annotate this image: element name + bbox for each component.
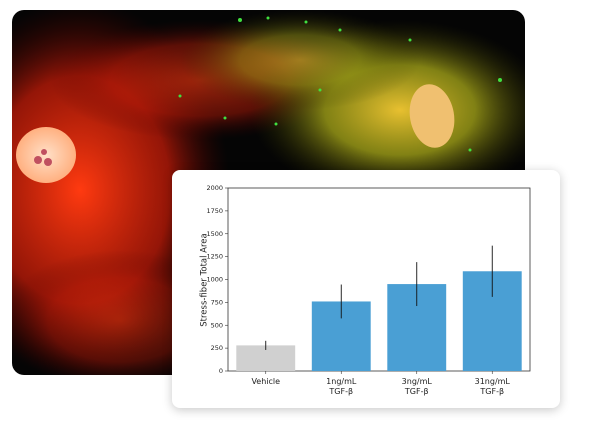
- chart: Stress-fiber Total Area 0 250 500 750 1000 12…: [200, 184, 531, 375]
- x-tick-label: 3ng/mL TGF-β: [401, 377, 432, 396]
- x-tick-label: 31ng/mL TGF-β: [474, 377, 510, 396]
- chart-card: Stress-fiber Total Area 0 250 500 750 1000 12…: [172, 170, 560, 408]
- image-content: [12, 10, 525, 375]
- y-tick-label: 2000: [206, 184, 223, 192]
- x-tick-label: 1ng/mL TGF-β: [326, 377, 357, 396]
- y-tick-label: 500: [211, 321, 223, 329]
- y-tick-label: 0: [219, 367, 223, 375]
- x-tick-label: Vehicle: [251, 377, 281, 386]
- y-tick-label: 750: [211, 298, 223, 306]
- y-tick-label: 1000: [206, 276, 223, 284]
- y-tick-label: 1500: [206, 230, 223, 238]
- y-tick-label: 250: [211, 344, 223, 352]
- y-axis-label: Stress-fiber Total Area: [200, 233, 210, 326]
- y-tick-label: 1250: [206, 253, 223, 261]
- y-tick-label: 1750: [206, 207, 223, 215]
